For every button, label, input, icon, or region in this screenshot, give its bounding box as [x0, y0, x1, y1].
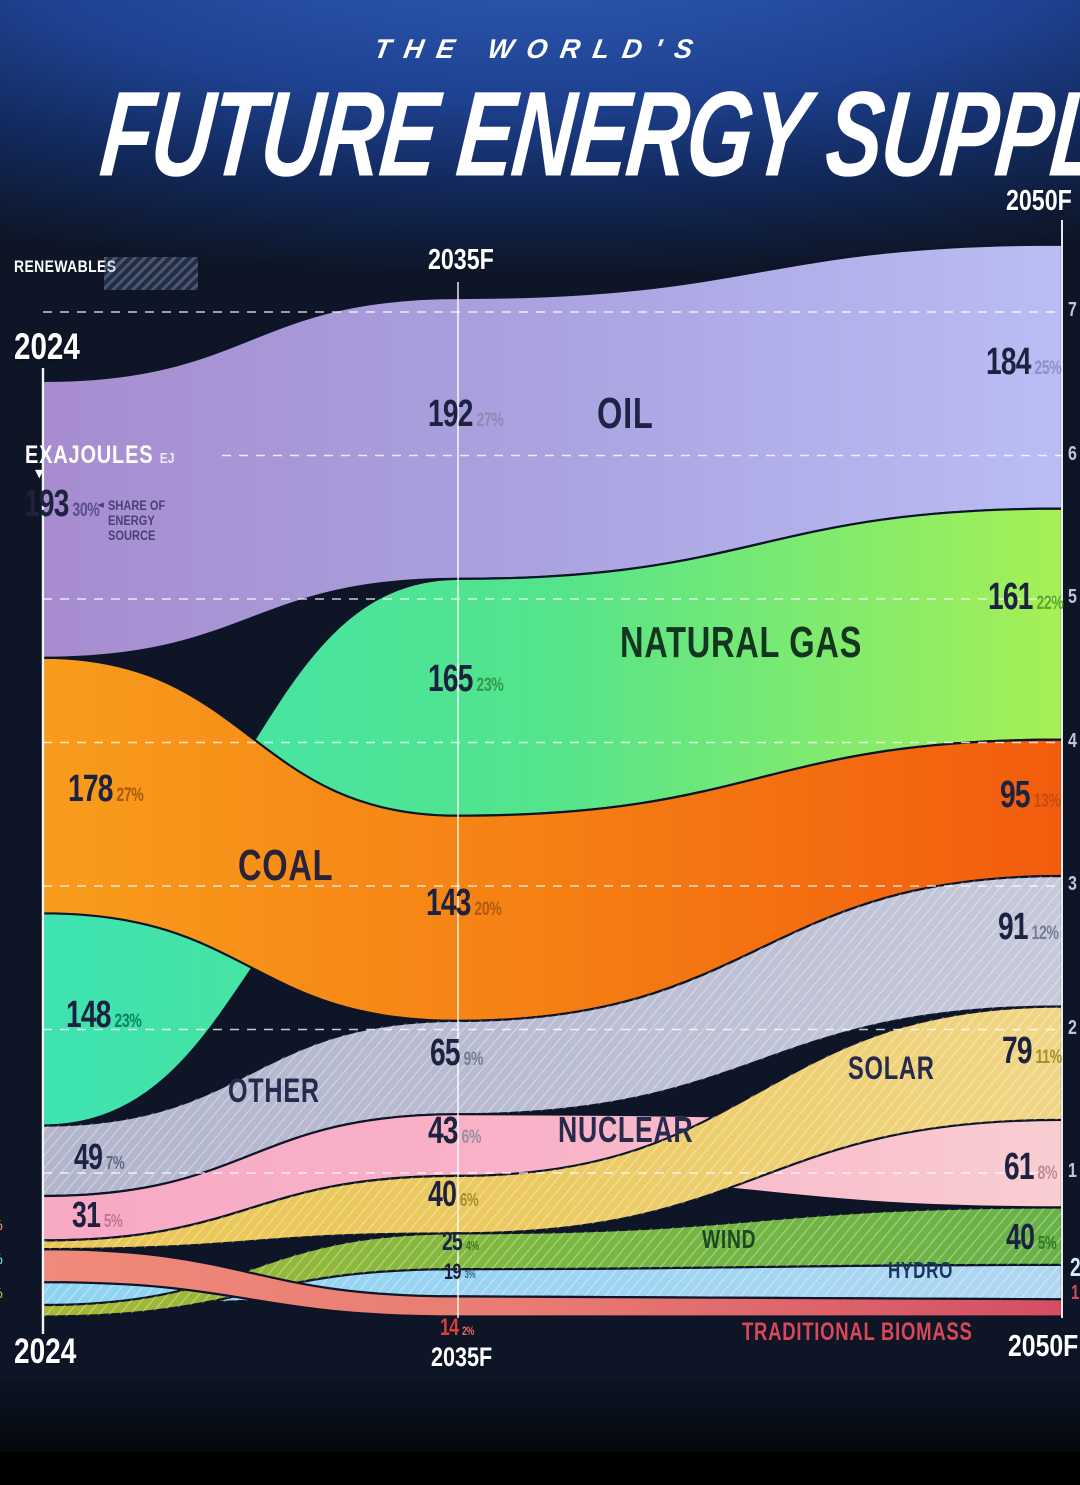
- share-annotation-text: SHARE OF ENERGY SOURCE: [108, 498, 166, 544]
- col-label-bottom-2024: 2024: [14, 1332, 77, 1371]
- y-axis-unit: EXAJOULES EJ: [25, 441, 174, 470]
- col-label-bottom-2035f: 2035F: [431, 1342, 493, 1372]
- stream-wind-hatch: [43, 1207, 1062, 1317]
- share-annotation: ◄ SHARE OF ENERGY SOURCE: [97, 498, 212, 543]
- col-label-bottom-2050f: 2050F: [1008, 1328, 1079, 1363]
- col-label-top-2024: 2024: [14, 326, 80, 367]
- col-label-top-2035f: 2035F: [428, 244, 494, 276]
- bottom-black-strip: [0, 1452, 1080, 1485]
- footer-bar: VISUAL CAPITALIST SOURCE IEA - WORLD ENE…: [0, 1378, 1080, 1452]
- renewables-legend: RENEWABLES: [14, 257, 198, 290]
- renewables-legend-label: RENEWABLES: [14, 257, 117, 276]
- arrow-down-icon: ▼: [35, 467, 44, 480]
- unit-abbr: EJ: [159, 450, 175, 467]
- stream-solar-hatch: [43, 1006, 1062, 1250]
- arrow-left-icon: ◄: [97, 498, 104, 511]
- col-label-top-2050f: 2050F: [1006, 185, 1072, 217]
- unit-label: EXAJOULES: [25, 441, 154, 469]
- stream-other-hatch: [43, 876, 1062, 1196]
- renewables-hatch-swatch: [104, 257, 198, 290]
